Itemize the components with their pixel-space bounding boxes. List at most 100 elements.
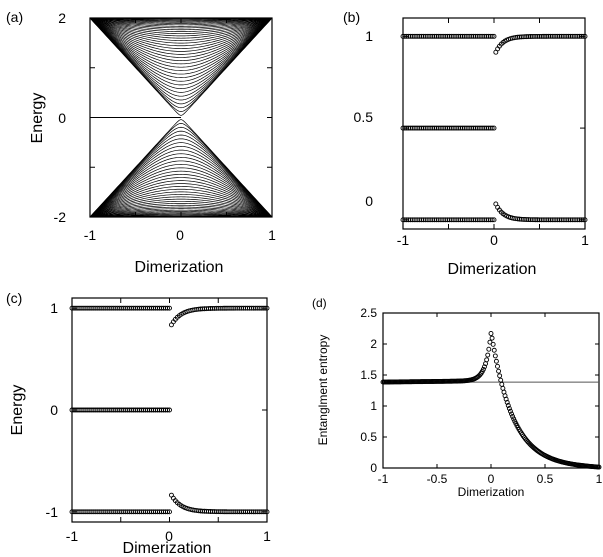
panel-a-band-15-upper: [89, 17, 273, 61]
panel-a-band-5-lower: [89, 138, 273, 218]
panel-a-ytick-mid: 0: [58, 110, 66, 126]
panel-c-point-145: [165, 407, 170, 413]
panel-a-band-13-lower: [89, 167, 273, 218]
panel-a-band-23-upper: [89, 17, 273, 39]
panel-d-point-119: [510, 414, 516, 419]
panel-c-point-146: [165, 509, 170, 515]
panel-d-point-199: [596, 464, 602, 470]
panel-a-band-31-upper: [89, 17, 273, 24]
panel-a-band-31-lower: [89, 211, 273, 218]
panel-a-band-11-lower: [89, 160, 273, 218]
panel-d-point-117: [507, 408, 513, 414]
panel-c-ticks: [72, 298, 267, 522]
panel-d-point-102: [491, 347, 497, 353]
panel-d-point-115: [505, 403, 511, 408]
panel-a-band-4-upper: [89, 17, 273, 101]
panel-d-point-101: [490, 341, 496, 347]
panel-a-band-19-lower: [89, 186, 273, 218]
panel-a-band-8-lower: [89, 149, 273, 218]
panel-d-ylabel: Entanglment entropy: [316, 335, 330, 446]
panel-a-band-28-lower: [89, 206, 273, 218]
panel-a-bands: [89, 17, 273, 218]
panel-a-band-26-lower: [89, 202, 273, 218]
panel-a-band-34-upper: [89, 17, 273, 21]
panel-b-label: (b): [343, 9, 360, 25]
panel-d-point-116: [506, 406, 512, 411]
panel-a-xtick-left: -1: [84, 227, 97, 243]
panel-b-point-247: [580, 217, 586, 223]
panel-a-band-27-upper: [89, 17, 273, 31]
panel-d-point-118: [509, 411, 514, 417]
panel-a-band-24-lower: [89, 198, 273, 218]
panel-a-band-28-upper: [89, 17, 273, 29]
panel-d-point-109: [499, 381, 505, 387]
panel-a-label: (a): [6, 9, 23, 25]
panel-d-point-96: [485, 352, 491, 358]
panel-a-band-14-lower: [89, 170, 273, 218]
panel-a-band-12-upper: [89, 17, 273, 71]
panel-a-band-12-lower: [89, 164, 273, 218]
panel-d-point-99: [488, 331, 494, 336]
panel-b-point-248: [582, 33, 588, 39]
panel-a: (a) 2 0 -2 -1 0 1 Dimerization Energy: [6, 9, 276, 276]
panel-d-xtick-labels: -1 -0.5 0 0.5 1: [378, 472, 603, 486]
panel-d-point-114: [504, 399, 510, 405]
panel-d-xtick-4: 1: [596, 472, 603, 486]
panel-a-band-32-lower: [89, 212, 273, 218]
panel-c: (c) 1 0 -1 -1 0 1 Dimerization Energy: [6, 290, 271, 557]
panel-a-band-21-lower: [89, 191, 273, 218]
panel-d-point-97: [486, 346, 492, 352]
panel-a-band-7-upper: [89, 17, 273, 89]
panel-a-xtick-mid: 0: [176, 227, 184, 243]
panel-a-band-6-upper: [89, 17, 273, 93]
panel-a-band-16-upper: [89, 17, 273, 58]
panel-a-band-30-upper: [89, 17, 273, 26]
panel-d-point-105: [495, 363, 500, 369]
panel-d-point-93: [482, 364, 487, 370]
panel-c-label: (c): [6, 290, 22, 306]
panel-a-band-9-lower: [89, 153, 273, 218]
panel-a-band-34-lower: [89, 214, 273, 218]
panel-a-band-24-upper: [89, 17, 273, 37]
panel-d-ytick-4: 2: [370, 337, 377, 351]
panel-d-point-120: [511, 416, 517, 422]
panel-d-point-92: [480, 366, 486, 372]
panel-a-band-11-upper: [89, 17, 273, 75]
panel-a-band-10-lower: [89, 157, 273, 218]
panel-b-ytick-mid: 0.5: [354, 109, 374, 125]
panel-d-ytick-3: 1.5: [360, 368, 377, 382]
panel-a-band-13-upper: [89, 17, 273, 68]
panel-a-band-26-upper: [89, 17, 273, 33]
panel-a-band-33-lower: [89, 213, 273, 218]
panel-b-point-145: [489, 125, 495, 131]
panel-a-band-20-lower: [89, 188, 273, 218]
panel-c-point-144: [165, 305, 170, 311]
panel-a-band-25-upper: [89, 17, 273, 35]
panel-a-band-32-upper: [89, 17, 273, 23]
panel-a-xlabel: Dimerization: [135, 259, 224, 276]
panel-d: (d) 0 0.5 1 1.5 2 2.5 -1 -0.5 0 0.5 1 Di…: [312, 296, 603, 499]
panel-d-point-106: [496, 368, 502, 374]
panel-c-xtick-left: -1: [66, 528, 79, 544]
panel-a-ytick-top: 2: [58, 10, 66, 26]
panel-d-point-95: [484, 357, 490, 363]
panel-a-band-19-upper: [89, 17, 273, 49]
panel-b-ytick-top: 1: [365, 28, 373, 44]
panel-b-xtick-right: 1: [581, 232, 589, 248]
panel-a-band-8-upper: [89, 17, 273, 86]
panel-c-ytick-top: 1: [50, 300, 58, 316]
panel-d-point-104: [493, 358, 499, 364]
panel-a-band-14-upper: [89, 17, 273, 65]
panel-c-point-148: [167, 407, 172, 413]
panel-d-xtick-3: 0.5: [537, 472, 554, 486]
panel-c-xlabel: Dimerization: [123, 540, 212, 557]
panel-d-label: (d): [312, 296, 327, 310]
panel-c-point-249: [264, 509, 270, 515]
panel-a-band-4-lower: [89, 134, 273, 218]
panel-b-xtick-mid: 0: [490, 232, 498, 248]
panel-d-ytick-0: 0: [370, 461, 377, 475]
panel-a-band-7-lower: [89, 146, 273, 218]
panel-a-band-5-upper: [89, 17, 273, 97]
panel-d-point-100: [489, 335, 495, 341]
panel-a-band-29-lower: [89, 208, 273, 218]
